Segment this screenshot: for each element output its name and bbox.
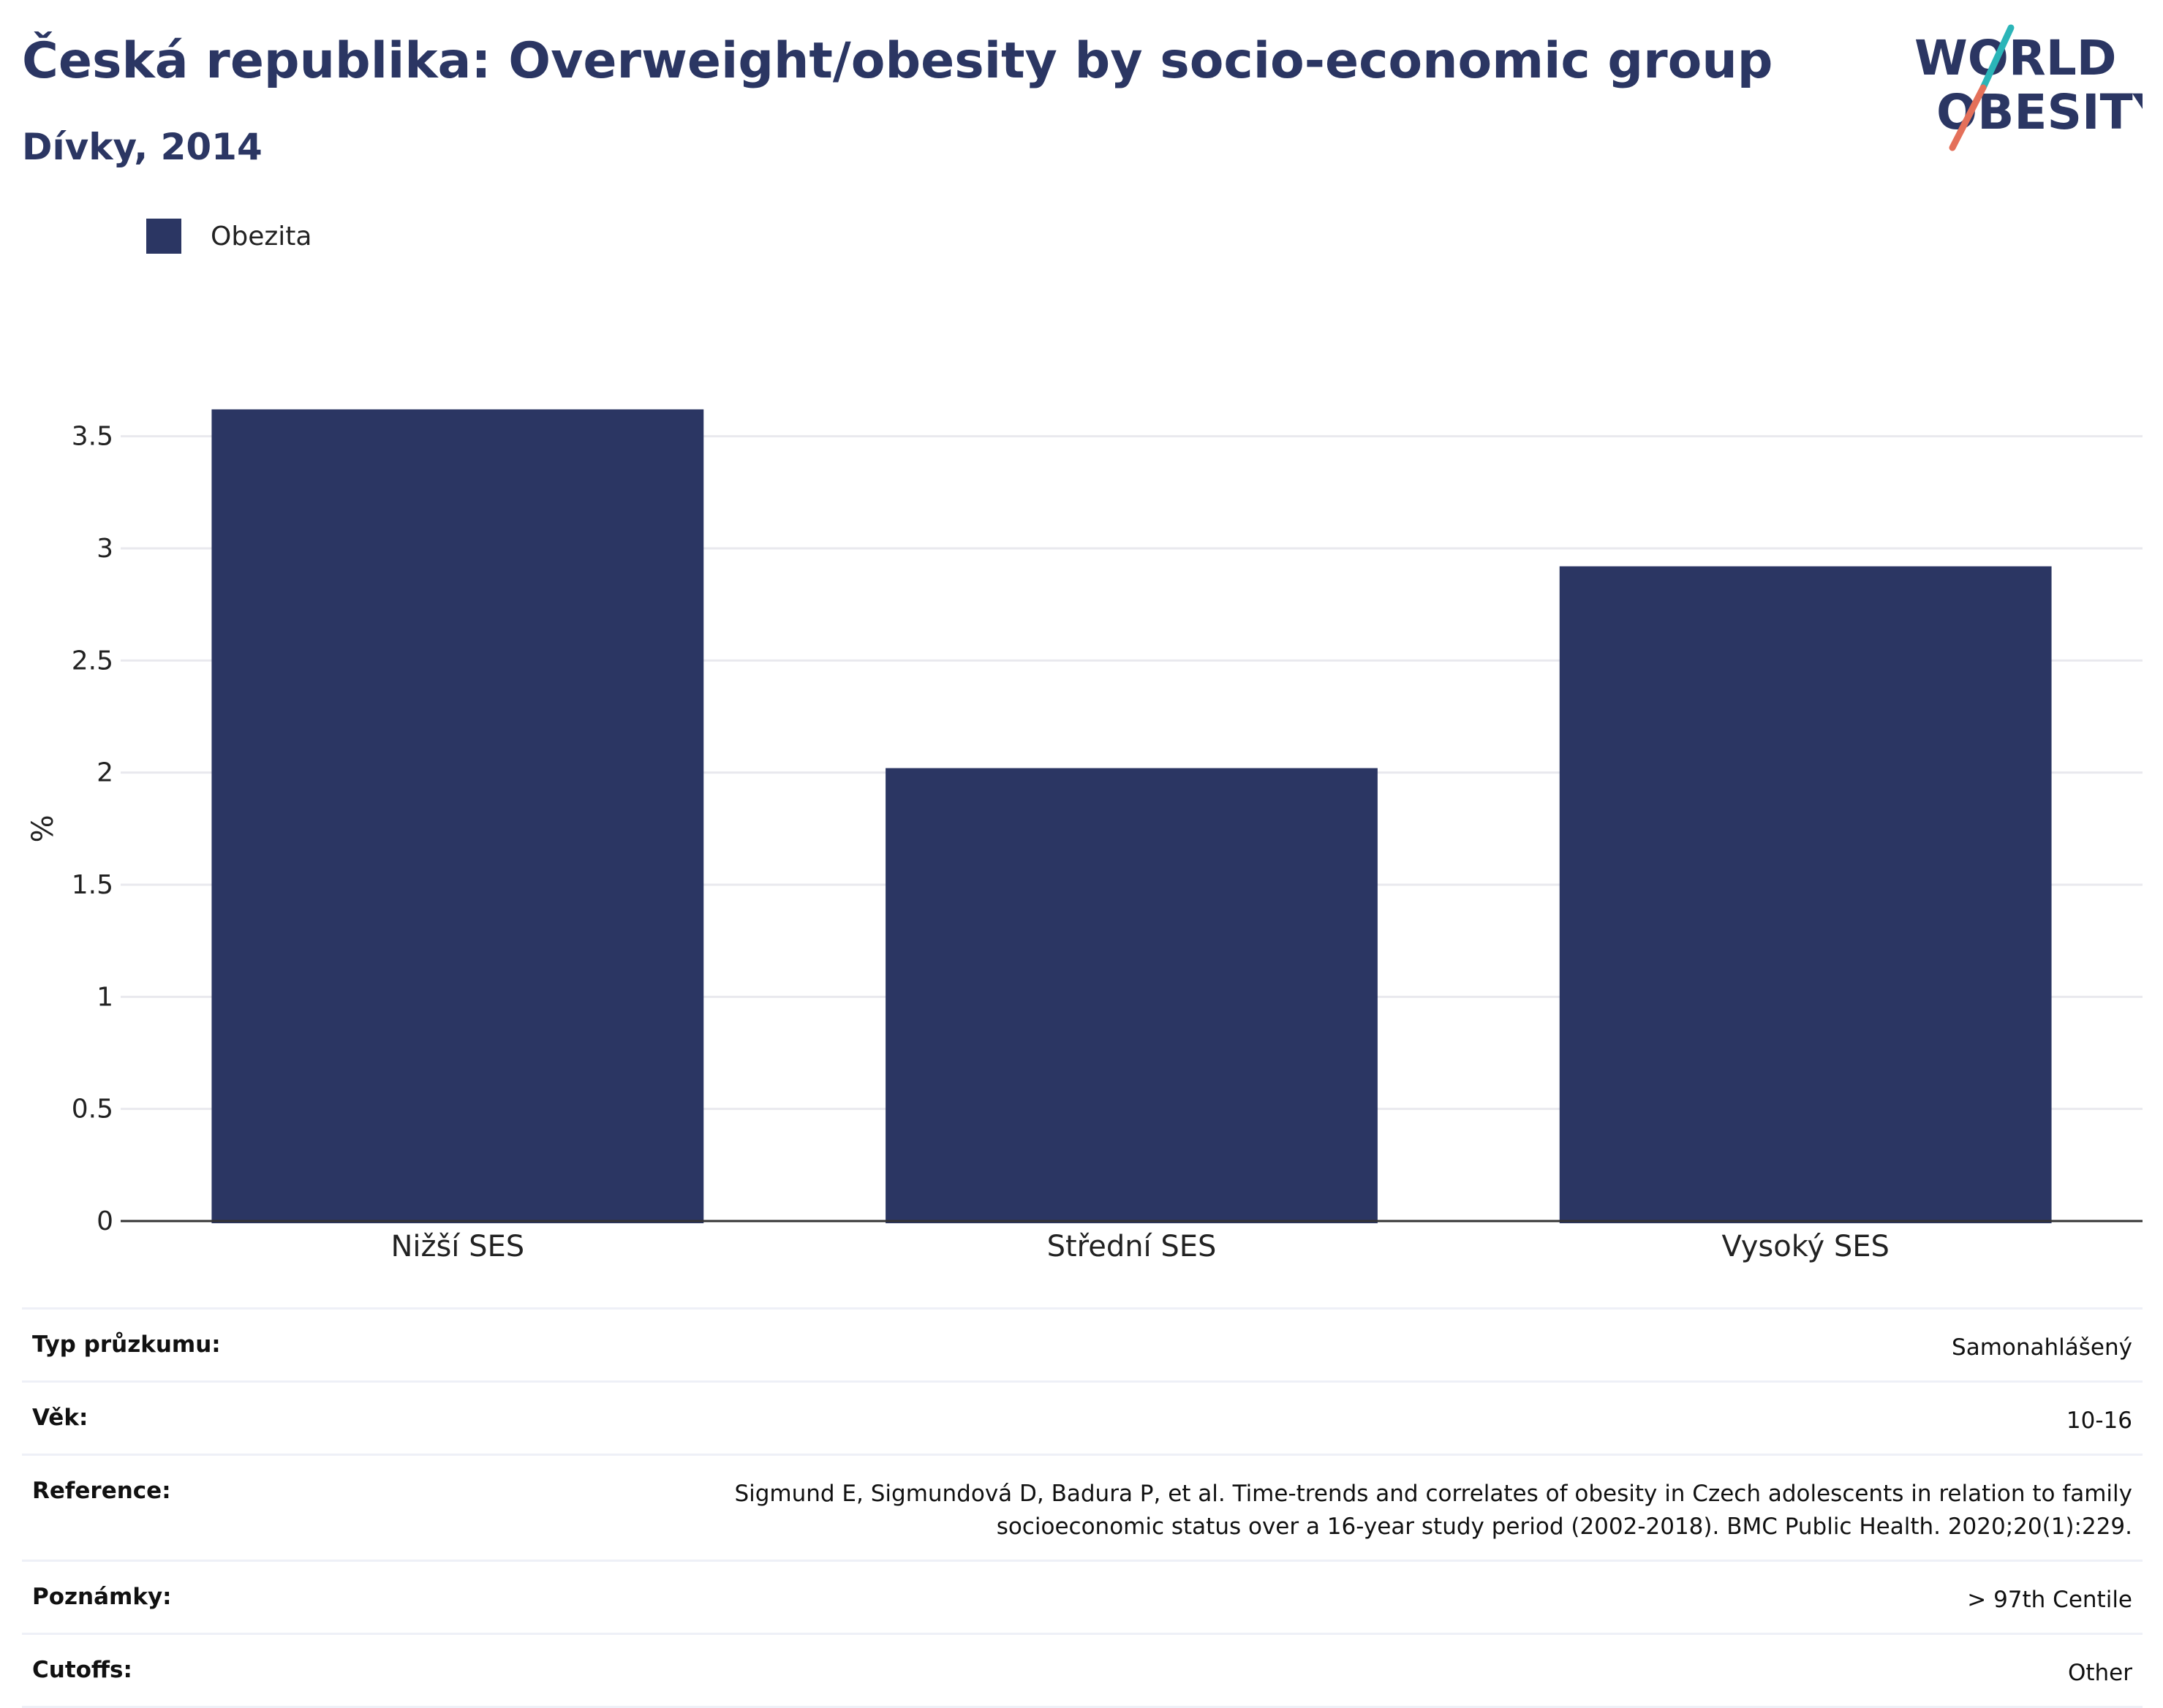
y-axis-title: % [26, 815, 60, 842]
meta-key: Poznámky: [32, 1584, 172, 1610]
meta-row-notes: Poznámky: > 97th Centile [22, 1560, 2143, 1633]
meta-value: Other [2067, 1660, 2132, 1686]
bar [886, 768, 1378, 1223]
x-tick-label: Střední SES [1047, 1230, 1217, 1263]
y-tick-label: 3 [97, 534, 113, 564]
chart-subtitle: Dívky, 2014 [22, 126, 263, 168]
y-tick-label: 2.5 [72, 646, 113, 676]
bar-chart: 0 0.5 1 1.5 2 2.5 3 3.5% Nižší SES Střední SES Vys… [26, 409, 2143, 1263]
meta-key: Typ průzkumu: [32, 1331, 221, 1358]
chart-legend[interactable]: Obezita [146, 216, 312, 256]
logo-slash-coral [1949, 84, 1987, 151]
x-tick-label: Nižší SES [390, 1230, 524, 1263]
metadata-table: Typ průzkumu: Samonahlášený Věk: 10-16 R… [22, 1307, 2143, 1708]
bar [211, 409, 704, 1223]
meta-key: Cutoffs: [32, 1657, 132, 1683]
y-tick-label: 0.5 [72, 1095, 113, 1125]
meta-key: Reference: [32, 1478, 171, 1504]
meta-value: Sigmund E, Sigmundová D, Badura P, et al… [734, 1481, 2132, 1540]
bar [1559, 566, 2052, 1223]
y-tick-label: 1 [97, 982, 113, 1012]
meta-row-survey-type: Typ průzkumu: Samonahlášený [22, 1307, 2143, 1380]
chart-title: Česká republika: Overweight/obesity by s… [22, 32, 1773, 90]
meta-row-reference: Reference: Sigmund E, Sigmundová D, Badu… [22, 1454, 2143, 1560]
meta-row-cutoffs: Cutoffs: Other [22, 1633, 2143, 1708]
logo-line1: WORLD [1914, 30, 2117, 86]
meta-value: 10-16 [2066, 1407, 2132, 1434]
legend-swatch-obezita [146, 219, 181, 254]
y-tick-label: 0 [97, 1206, 113, 1236]
meta-key: Věk: [32, 1405, 88, 1431]
meta-value: > 97th Centile [1967, 1587, 2132, 1613]
y-tick-label: 1.5 [72, 870, 113, 900]
logo-slash-teal [1979, 24, 2015, 91]
y-tick-label: 3.5 [72, 422, 113, 452]
meta-row-age: Věk: 10-16 [22, 1380, 2143, 1454]
y-tick-label: 2 [97, 758, 113, 788]
meta-value: Samonahlášený [1952, 1334, 2132, 1361]
legend-label-obezita: Obezita [211, 221, 312, 252]
x-tick-label: Vysoký SES [1721, 1230, 1889, 1263]
world-obesity-logo: WORLD OBESITY [1914, 24, 2143, 151]
